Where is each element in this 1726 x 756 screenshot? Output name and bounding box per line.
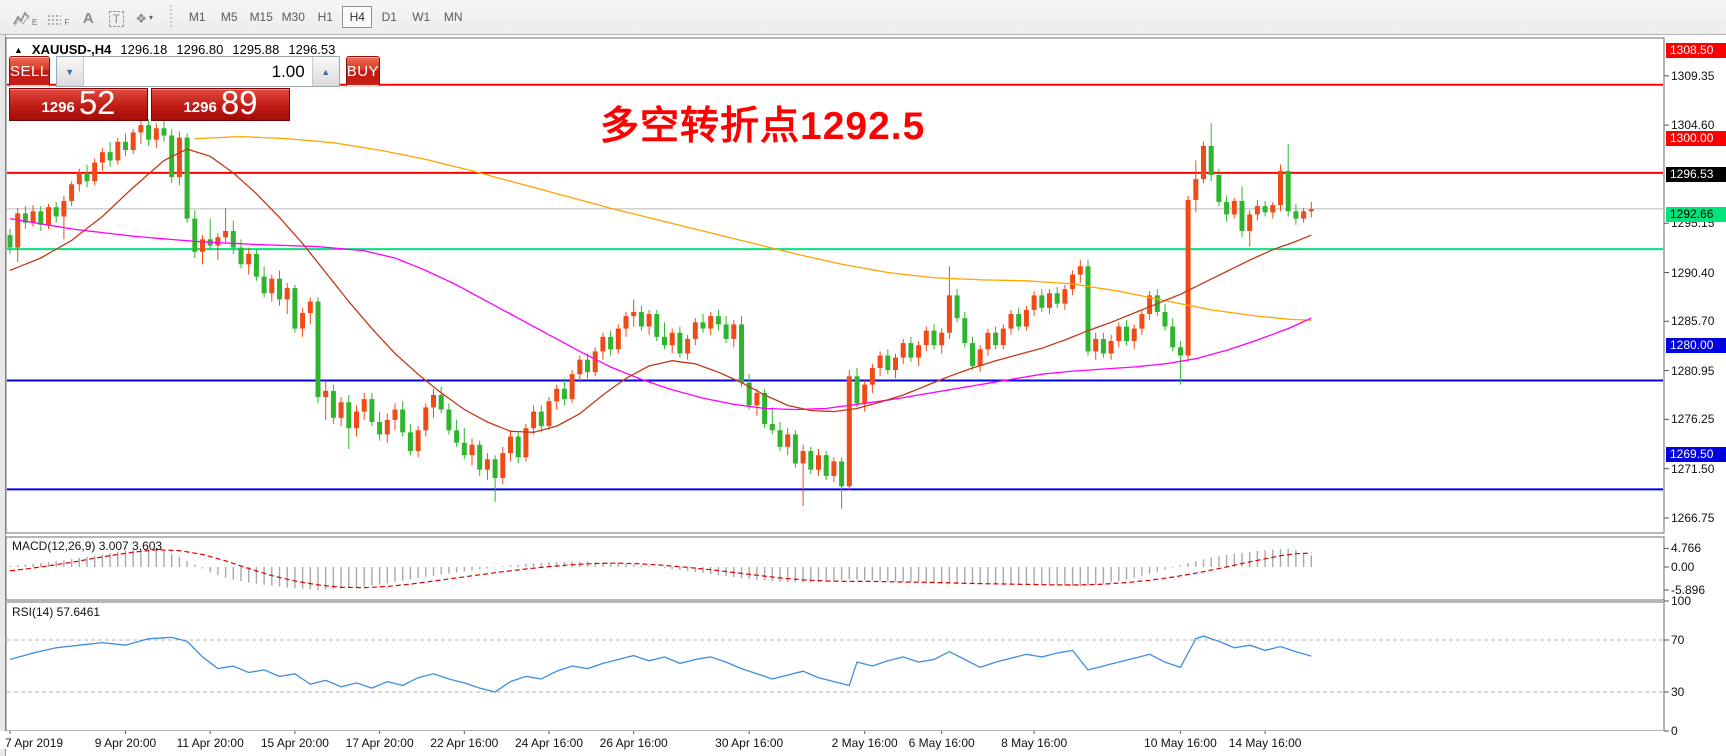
price-axis-label: 1271.50 (1671, 461, 1715, 476)
text-a-icon: A (82, 10, 94, 27)
price-badge: 1269.50 (1666, 447, 1726, 463)
rsi-axis-label: 100 (1671, 594, 1692, 608)
chart-annotation-text[interactable]: 多空转折点1292.5 (600, 105, 926, 148)
indicators-icon-sub: E (32, 18, 38, 27)
buy-price-box[interactable]: 1296 89 (151, 84, 290, 121)
price-axis-label: 1304.60 (1671, 118, 1715, 133)
time-axis-label: 10 May 16:00 (1144, 736, 1217, 750)
chart-title-bar: ▲ XAUUSD-,H4 1296.18 1296.80 1295.88 129… (14, 42, 335, 57)
panel-frame (5, 601, 1665, 732)
time-axis-label: 8 May 16:00 (1001, 736, 1068, 750)
one-click-trading-panel: SELL ▼ ▲ BUY 1296 52 1296 89 (9, 56, 381, 121)
time-axis-label: 6 May 16:00 (908, 736, 975, 750)
volume-decrease-button[interactable]: ▼ (56, 57, 84, 86)
text-label-tool-button[interactable]: T (102, 4, 130, 30)
timeframe-button-MN[interactable]: MN (438, 6, 468, 28)
price-badge: 1280.00 (1666, 338, 1726, 354)
rsi-axis-label: 70 (1671, 633, 1685, 647)
rsi-axis-label: 0 (1671, 724, 1678, 738)
price-badge: 1300.00 (1666, 130, 1726, 146)
price-axis-label: 1276.25 (1671, 412, 1715, 427)
time-axis-label: 9 Apr 20:00 (94, 736, 157, 750)
text-tool-button[interactable]: A (74, 4, 102, 30)
timeframe-button-H4[interactable]: H4 (342, 6, 373, 28)
collapse-arrow-icon[interactable]: ▲ (14, 44, 23, 55)
time-axis-label: 26 Apr 16:00 (599, 736, 668, 750)
ohlc-close: 1296.53 (288, 42, 336, 57)
ohlc-open: 1296.18 (120, 42, 168, 57)
timeframe-button-H1[interactable]: H1 (310, 6, 340, 28)
rsi-axis-label: 30 (1671, 685, 1685, 699)
toolbar: E F A T ❖ ▾ M1 M5 M15 M30 H1 H4 D1 W1 MN (0, 0, 1726, 35)
sell-button[interactable]: SELL (9, 56, 50, 87)
price-axis-label: 1280.95 (1671, 363, 1715, 378)
price-badge: 1296.53 (1666, 166, 1726, 182)
volume-increase-button[interactable]: ▲ (311, 57, 339, 86)
text-box-icon: T (108, 11, 124, 27)
rsi-layer (7, 635, 1663, 693)
objects-icon: ❖ (135, 11, 148, 26)
time-axis-background (0, 731, 1726, 749)
time-axis-label: 15 Apr 20:00 (260, 736, 329, 750)
chart-window: ▲ XAUUSD-,H4 1296.18 1296.80 1295.88 129… (0, 35, 1726, 756)
rsi-label: RSI(14) 57.6461 (12, 605, 101, 619)
toolbar-separator (168, 5, 174, 29)
macd-label: MACD(12,26,9) 3.007 3.603 (12, 539, 163, 553)
volume-stepper: ▼ ▲ (55, 56, 340, 87)
time-axis-label: 24 Apr 16:00 (514, 736, 584, 750)
sell-price-pips: 52 (78, 84, 116, 121)
timeframe-button-W1[interactable]: W1 (406, 6, 436, 28)
indicators-icon-button[interactable]: E (8, 4, 42, 30)
volume-input[interactable] (83, 57, 312, 86)
chevron-down-icon: ▾ (149, 12, 154, 22)
price-axis-label: 1266.75 (1671, 510, 1715, 525)
macd-axis-label: 0.00 (1671, 560, 1695, 574)
timeframe-button-M30[interactable]: M30 (278, 6, 308, 28)
grid-icon-button[interactable]: F (42, 4, 74, 30)
buy-price-handle: 1296 (183, 99, 217, 116)
buy-button[interactable]: BUY (345, 56, 381, 87)
price-axis-label: 1285.70 (1671, 314, 1715, 329)
timeframe-button-M5[interactable]: M5 (214, 6, 244, 28)
timeframe-button-M1[interactable]: M1 (182, 6, 212, 28)
time-axis-label: 7 Apr 2019 (5, 736, 64, 750)
price-axis-label: 1290.40 (1671, 265, 1715, 280)
price-badge: 1308.50 (1666, 42, 1726, 58)
ohlc-low: 1295.88 (232, 42, 280, 57)
ma-fast (9, 148, 1312, 433)
ma-mid (9, 217, 1312, 411)
time-axis-label: 22 Apr 16:00 (430, 736, 499, 750)
price-badge: 1292.66 (1666, 207, 1726, 223)
macd-axis-label: -5.896 (1671, 582, 1706, 597)
time-axis-label: 14 May 16:00 (1228, 736, 1302, 750)
time-axis-label: 30 Apr 16:00 (715, 736, 784, 750)
time-axis-label: 2 May 16:00 (831, 736, 898, 750)
sell-price-box[interactable]: 1296 52 (9, 84, 148, 121)
buy-price-pips: 89 (220, 84, 258, 121)
grid-icon (48, 15, 62, 25)
grid-icon-sub: F (64, 18, 70, 27)
timeframe-button-group: M1 M5 M15 M30 H1 H4 D1 W1 MN (181, 6, 469, 28)
macd-axis-label: 4.766 (1671, 541, 1702, 556)
indicators-icon (13, 11, 30, 27)
price-axis-label: 1309.35 (1671, 68, 1715, 83)
ma-slow (194, 135, 1312, 321)
timeframe-button-M15[interactable]: M15 (246, 6, 276, 28)
sell-price-handle: 1296 (41, 99, 75, 116)
panel-frame (5, 536, 1665, 601)
symbol-title: XAUUSD-,H4 (31, 42, 112, 57)
ohlc-high: 1296.80 (176, 42, 224, 57)
macd-layer (9, 548, 1313, 591)
objects-tool-button[interactable]: ❖ ▾ (130, 4, 158, 30)
time-axis-label: 17 Apr 20:00 (345, 736, 414, 750)
timeframe-button-D1[interactable]: D1 (374, 6, 404, 28)
time-axis-label: 11 Apr 20:00 (176, 736, 244, 750)
moving-averages-layer (9, 135, 1312, 433)
